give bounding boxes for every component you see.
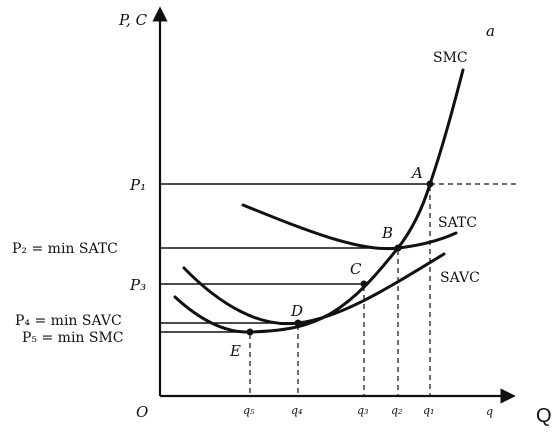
point-d-marker bbox=[294, 319, 302, 327]
smc-label: SMC bbox=[433, 50, 468, 66]
smc-curve bbox=[173, 68, 465, 334]
p1-label: P₁ bbox=[129, 176, 146, 194]
point-a-label: A bbox=[410, 164, 423, 182]
x-axis-label: q bbox=[486, 405, 493, 418]
y-axis-label: P, C bbox=[118, 11, 148, 29]
point-d-label: D bbox=[290, 302, 303, 320]
point-c-label: C bbox=[350, 260, 362, 278]
p2-label: P₂ = min SATC bbox=[12, 241, 118, 257]
satc-label: SATC bbox=[438, 215, 477, 231]
point-e-label: E bbox=[229, 342, 241, 360]
satc-curve bbox=[241, 203, 458, 251]
q3-label: q₃ bbox=[357, 404, 368, 417]
p4-label: P₄ = min SAVC bbox=[15, 313, 122, 329]
q4-label: q₄ bbox=[291, 404, 302, 417]
point-b-marker bbox=[394, 244, 402, 252]
point-a-marker bbox=[426, 180, 434, 188]
panel-label: a bbox=[486, 22, 495, 40]
point-b-label: B bbox=[381, 224, 393, 242]
p3-label: P₃ bbox=[129, 276, 146, 294]
savc-curve bbox=[182, 252, 446, 326]
p5-label: P₅ = min SMC bbox=[22, 330, 124, 346]
origin-label: O bbox=[136, 403, 148, 421]
q1-label: q₁ bbox=[423, 404, 434, 417]
point-e-marker bbox=[246, 328, 254, 336]
point-c-marker bbox=[360, 280, 368, 288]
q2-label: q₂ bbox=[391, 404, 402, 417]
q5-label: q₅ bbox=[243, 404, 255, 417]
savc-label: SAVC bbox=[440, 270, 480, 286]
trailing-text: Q bbox=[536, 405, 552, 427]
